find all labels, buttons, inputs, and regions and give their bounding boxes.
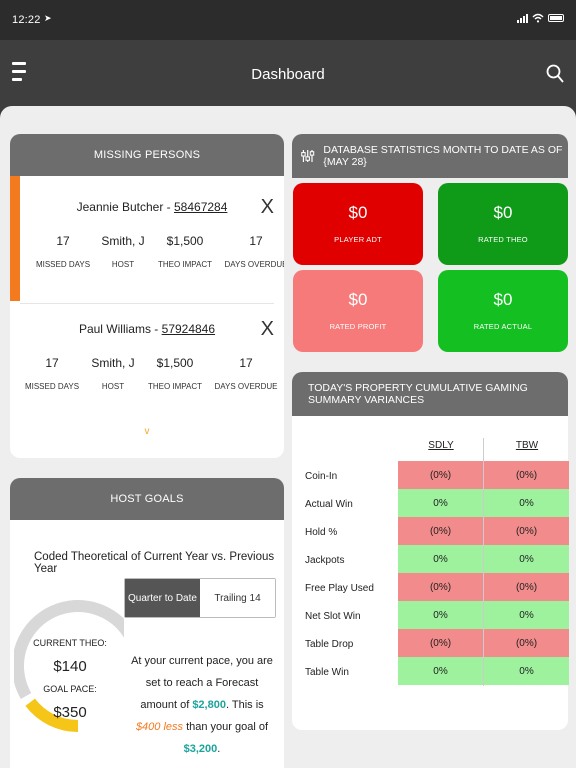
missing-persons-card: MISSING PERSONS Jeannie Butcher - 584672… bbox=[10, 134, 284, 458]
goal-pace-label: GOAL PACE: bbox=[43, 684, 97, 694]
variance-cell-tbw: 0% bbox=[484, 657, 569, 685]
theo-impact-stat: $1,500 THEO IMPACT bbox=[157, 234, 213, 269]
host-goals-subtitle: Coded Theoretical of Current Year vs. Pr… bbox=[34, 551, 275, 575]
variance-cell-tbw: (0%) bbox=[484, 573, 569, 601]
pace-forecast-text: At your current pace, you are set to rea… bbox=[131, 655, 273, 755]
column-header-tbw[interactable]: TBW bbox=[515, 440, 539, 451]
nav-bar: Dashboard bbox=[0, 40, 576, 110]
variance-cell-sdly: 0% bbox=[398, 601, 483, 629]
variance-cell-tbw: (0%) bbox=[484, 461, 569, 489]
search-icon[interactable] bbox=[546, 64, 564, 84]
person-id-link[interactable]: 57924846 bbox=[161, 322, 216, 336]
person-divider bbox=[20, 303, 274, 304]
variance-cell-sdly: (0%) bbox=[398, 629, 483, 657]
goal-amount: $3,200 bbox=[183, 743, 218, 755]
rated-actual-tile[interactable]: $0 RATED ACTUAL bbox=[438, 270, 568, 352]
person-id-link[interactable]: 58467284 bbox=[174, 200, 228, 214]
days-overdue-stat: 17 DAYS OVERDUE bbox=[214, 356, 278, 391]
expand-chevron-icon[interactable]: v bbox=[144, 426, 150, 437]
variance-row-label: Net Slot Win bbox=[305, 611, 361, 622]
missed-days-stat: 17 MISSED DAYS bbox=[35, 234, 91, 269]
shortfall-amount: $400 less bbox=[135, 721, 184, 733]
goal-pace-value: $350 bbox=[53, 704, 87, 721]
variance-cell-sdly: 0% bbox=[398, 545, 483, 573]
variance-row-label: Coin-In bbox=[305, 471, 338, 482]
variance-row-label: Table Drop bbox=[305, 639, 354, 650]
host-goals-header: HOST GOALS bbox=[10, 478, 284, 520]
variance-cell-tbw: (0%) bbox=[484, 629, 569, 657]
missing-persons-header: MISSING PERSONS bbox=[10, 134, 284, 176]
variance-cell-tbw: (0%) bbox=[484, 517, 569, 545]
database-statistics-header: DATABASE STATISTICS MONTH TO DATE AS OF … bbox=[292, 134, 568, 178]
gaming-variances-header: TODAY'S PROPERTY CUMULATIVE GAMING SUMMA… bbox=[292, 372, 568, 416]
theo-impact-stat: $1,500 THEO IMPACT bbox=[147, 356, 203, 391]
variance-cell-tbw: 0% bbox=[484, 601, 569, 629]
hamburger-menu-icon[interactable] bbox=[12, 60, 32, 84]
variance-row-label: Free Play Used bbox=[305, 583, 374, 594]
goal-progress-gauge bbox=[14, 600, 124, 732]
tab-quarter-to-date[interactable]: Quarter to Date bbox=[125, 579, 200, 617]
dismiss-person-button[interactable]: X bbox=[260, 196, 274, 218]
missed-days-stat: 17 MISSED DAYS bbox=[24, 356, 80, 391]
variance-cell-sdly: (0%) bbox=[398, 461, 483, 489]
variance-cell-tbw: 0% bbox=[484, 489, 569, 517]
tab-trailing-14[interactable]: Trailing 14 bbox=[200, 579, 275, 617]
variance-row-label: Hold % bbox=[305, 527, 338, 538]
rated-theo-tile[interactable]: $0 RATED THEO bbox=[438, 183, 568, 265]
variance-cell-sdly: 0% bbox=[398, 489, 483, 517]
cellular-signal-icon bbox=[517, 13, 528, 23]
location-icon: ➤ bbox=[44, 13, 52, 23]
column-header-sdly[interactable]: SDLY bbox=[428, 440, 454, 451]
person-name[interactable]: Paul Williams - 57924846 bbox=[78, 322, 216, 336]
period-segmented-control: Quarter to Date Trailing 14 bbox=[124, 578, 276, 618]
rated-profit-tile[interactable]: $0 RATED PROFIT bbox=[293, 270, 423, 352]
sliders-icon bbox=[301, 150, 315, 162]
host-goals-card: HOST GOALS Coded Theoretical of Current … bbox=[10, 478, 284, 768]
variance-row-label: Jackpots bbox=[305, 555, 345, 566]
battery-icon bbox=[548, 14, 564, 22]
database-statistics-card: DATABASE STATISTICS MONTH TO DATE AS OF … bbox=[292, 134, 568, 356]
variance-row-label: Actual Win bbox=[305, 499, 353, 510]
missing-person-row[interactable]: Paul Williams - 57924846 X 17 MISSED DAYS… bbox=[10, 298, 284, 423]
person-name[interactable]: Jeannie Butcher - 58467284 bbox=[76, 200, 228, 214]
page-title: Dashboard bbox=[251, 66, 325, 83]
host-stat: Smith, J HOST bbox=[101, 234, 145, 269]
current-theo-value: $140 bbox=[53, 658, 87, 675]
variance-row-label: Table Win bbox=[305, 667, 349, 678]
dismiss-person-button[interactable]: X bbox=[260, 318, 274, 340]
current-theo-label: CURRENT THEO: bbox=[33, 638, 107, 648]
variance-cell-sdly: 0% bbox=[398, 657, 483, 685]
host-stat: Smith, J HOST bbox=[91, 356, 135, 391]
variance-cell-sdly: (0%) bbox=[398, 517, 483, 545]
missing-person-row[interactable]: Jeannie Butcher - 58467284 X 17 MISSED DA… bbox=[10, 176, 284, 301]
player-adt-tile[interactable]: $0 PLAYER ADT bbox=[293, 183, 423, 265]
wifi-icon bbox=[532, 13, 544, 23]
column-divider bbox=[483, 438, 484, 686]
status-bar: 12:22 ➤ bbox=[0, 0, 576, 40]
forecast-amount: $2,800 bbox=[192, 699, 226, 711]
variance-cell-tbw: 0% bbox=[484, 545, 569, 573]
variance-cell-sdly: (0%) bbox=[398, 573, 483, 601]
status-time: 12:22 bbox=[12, 14, 41, 26]
days-overdue-stat: 17 DAYS OVERDUE bbox=[224, 234, 285, 269]
